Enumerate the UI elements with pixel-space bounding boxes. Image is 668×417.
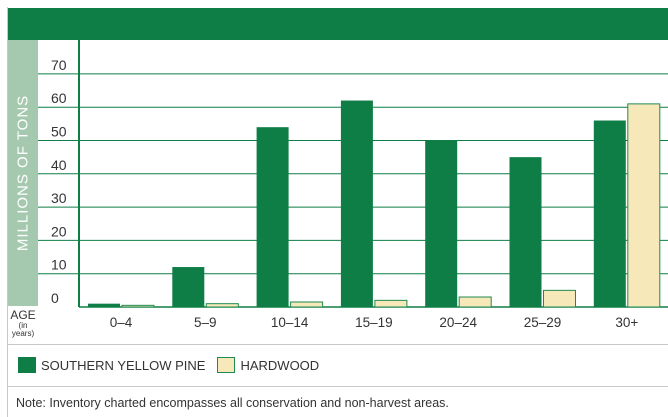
- bar-hardwood-1: [205, 303, 239, 308]
- footnote: Note: Inventory charted encompasses all …: [16, 396, 449, 410]
- legend: SOUTHERN YELLOW PINE HARDWOOD: [18, 356, 331, 374]
- x-axis-label-main: AGE: [10, 308, 36, 322]
- legend-item-pine: SOUTHERN YELLOW PINE: [18, 357, 205, 373]
- y-axis-label-band: MILLIONS OF TONS: [8, 40, 38, 306]
- x-tick-label-0: 0–4: [110, 315, 133, 330]
- x-axis-label: AGE (in years): [8, 309, 38, 338]
- bar-hardwood-2: [290, 301, 324, 308]
- bar-hardwood-6: [627, 103, 661, 308]
- y-tick-label-60: 60: [51, 90, 67, 106]
- y-tick-label-30: 30: [51, 190, 67, 206]
- y-tick-label-20: 20: [51, 223, 67, 239]
- x-tick-label-2: 10–14: [271, 315, 309, 330]
- bar-chart: 0 10 20 30 40 50 60 70 0–4 5–9 10–14 15–19 20–24 25–2…: [38, 40, 668, 330]
- bar-pine-2: [256, 127, 289, 308]
- bar-pine-0: [88, 303, 120, 307]
- legend-swatch-hardwood: [217, 357, 236, 373]
- y-tick-label-40: 40: [51, 157, 67, 173]
- bar-pine-1: [172, 267, 205, 307]
- legend-swatch-pine: [18, 357, 36, 373]
- x-tick-label-3: 15–19: [355, 315, 393, 330]
- y-tick-label-0: 0: [51, 290, 59, 306]
- legend-divider-top: [8, 344, 668, 345]
- bar-pine-5: [509, 157, 542, 307]
- x-tick-label-4: 20–24: [439, 315, 477, 330]
- bar-hardwood-0: [121, 304, 155, 308]
- legend-divider-bottom: [8, 386, 668, 387]
- chart-frame: [7, 7, 668, 417]
- legend-label-hardwood: HARDWOOD: [240, 357, 320, 373]
- x-tick-label-6: 30+: [615, 315, 638, 330]
- bar-hardwood-5: [543, 289, 576, 308]
- bar-pine-4: [425, 140, 458, 307]
- bar-pine-3: [340, 100, 373, 307]
- bar-pine-6: [593, 120, 626, 308]
- legend-item-hardwood: HARDWOOD: [217, 357, 319, 373]
- x-tick-label-1: 5–9: [194, 315, 217, 330]
- bar-hardwood-3: [374, 299, 408, 308]
- x-tick-label-5: 25–29: [524, 315, 562, 330]
- y-tick-label-10: 10: [51, 257, 67, 273]
- y-tick-label-70: 70: [51, 57, 67, 73]
- x-axis-label-sub: (in years): [11, 321, 35, 338]
- y-tick-label-50: 50: [51, 124, 67, 140]
- bar-hardwood-4: [458, 296, 492, 308]
- legend-label-pine: SOUTHERN YELLOW PINE: [41, 357, 206, 373]
- title-bar: [8, 8, 668, 40]
